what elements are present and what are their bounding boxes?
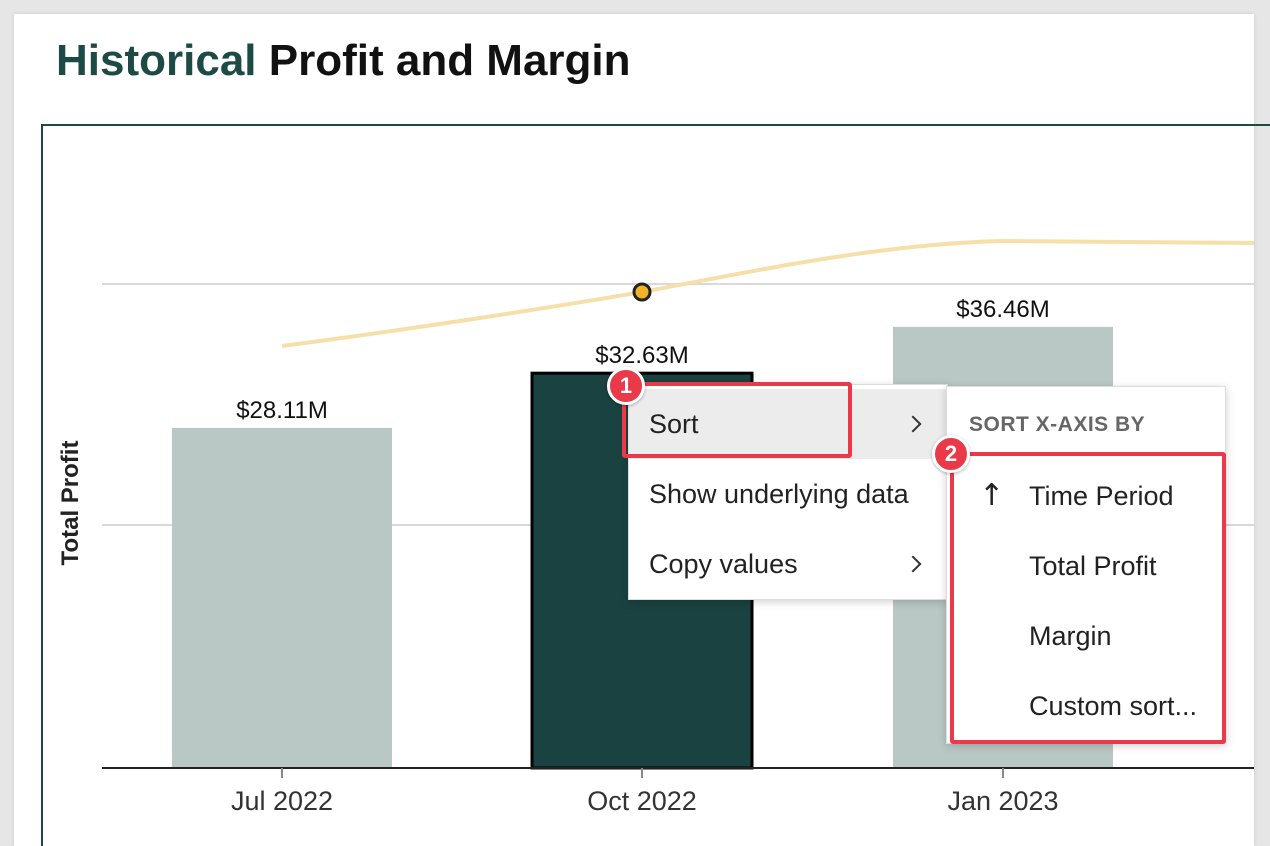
highlight-box-sort [622, 382, 852, 458]
menu-item-show-underlying-data[interactable]: Show underlying data [629, 459, 947, 529]
x-tick-label: Jul 2022 [231, 786, 333, 816]
menu-item-sort-label: Sort [649, 408, 699, 439]
bar-jul-2022[interactable] [172, 427, 392, 768]
title-accent: Historical [56, 36, 257, 85]
sort-option-total-profit[interactable]: Total Profit [947, 531, 1225, 601]
y-axis-label: Total Profit [57, 441, 84, 566]
menu-item-show-underlying-data-label: Show underlying data [649, 478, 909, 509]
page-title: Historical Profit and Margin [56, 36, 631, 86]
menu-item-sort[interactable]: Sort [629, 389, 947, 459]
highlight-box-sort-options [950, 452, 1226, 744]
sort-submenu-header: SORT X-AXIS BY [969, 413, 1146, 436]
x-tick-label: Oct 2022 [587, 786, 697, 816]
step-badge-1: 1 [607, 367, 645, 405]
sort-option-custom-sort-label: Custom sort... [1029, 690, 1198, 721]
margin-point-marker[interactable] [632, 282, 652, 302]
sort-option-margin-label: Margin [1029, 620, 1112, 651]
title-rest: Profit and Margin [268, 36, 631, 85]
chevron-right-icon [904, 415, 922, 433]
sort-option-margin[interactable]: Margin [947, 601, 1225, 671]
step-badge-2: 2 [932, 435, 970, 473]
bar-value-label: $36.46M [956, 296, 1049, 323]
sort-option-time-period-label: Time Period [1029, 480, 1174, 511]
chart-frame [41, 124, 1270, 846]
sort-option-time-period[interactable]: ↑ Time Period [947, 461, 1225, 531]
context-menu: Sort Show underlying data Copy values [628, 384, 948, 600]
x-tick-label: Jan 2023 [947, 786, 1058, 816]
bar-value-label: $28.11M [236, 397, 328, 424]
menu-item-copy-values[interactable]: Copy values [629, 529, 947, 599]
chevron-right-icon [904, 555, 922, 573]
menu-item-copy-values-label: Copy values [649, 548, 798, 579]
sort-option-total-profit-label: Total Profit [1029, 550, 1157, 581]
sort-option-custom-sort[interactable]: Custom sort... [947, 671, 1225, 741]
bar-value-label: $32.63M [595, 342, 688, 369]
sort-submenu: SORT X-AXIS BY ↑ Time Period Total Profi… [946, 386, 1226, 744]
